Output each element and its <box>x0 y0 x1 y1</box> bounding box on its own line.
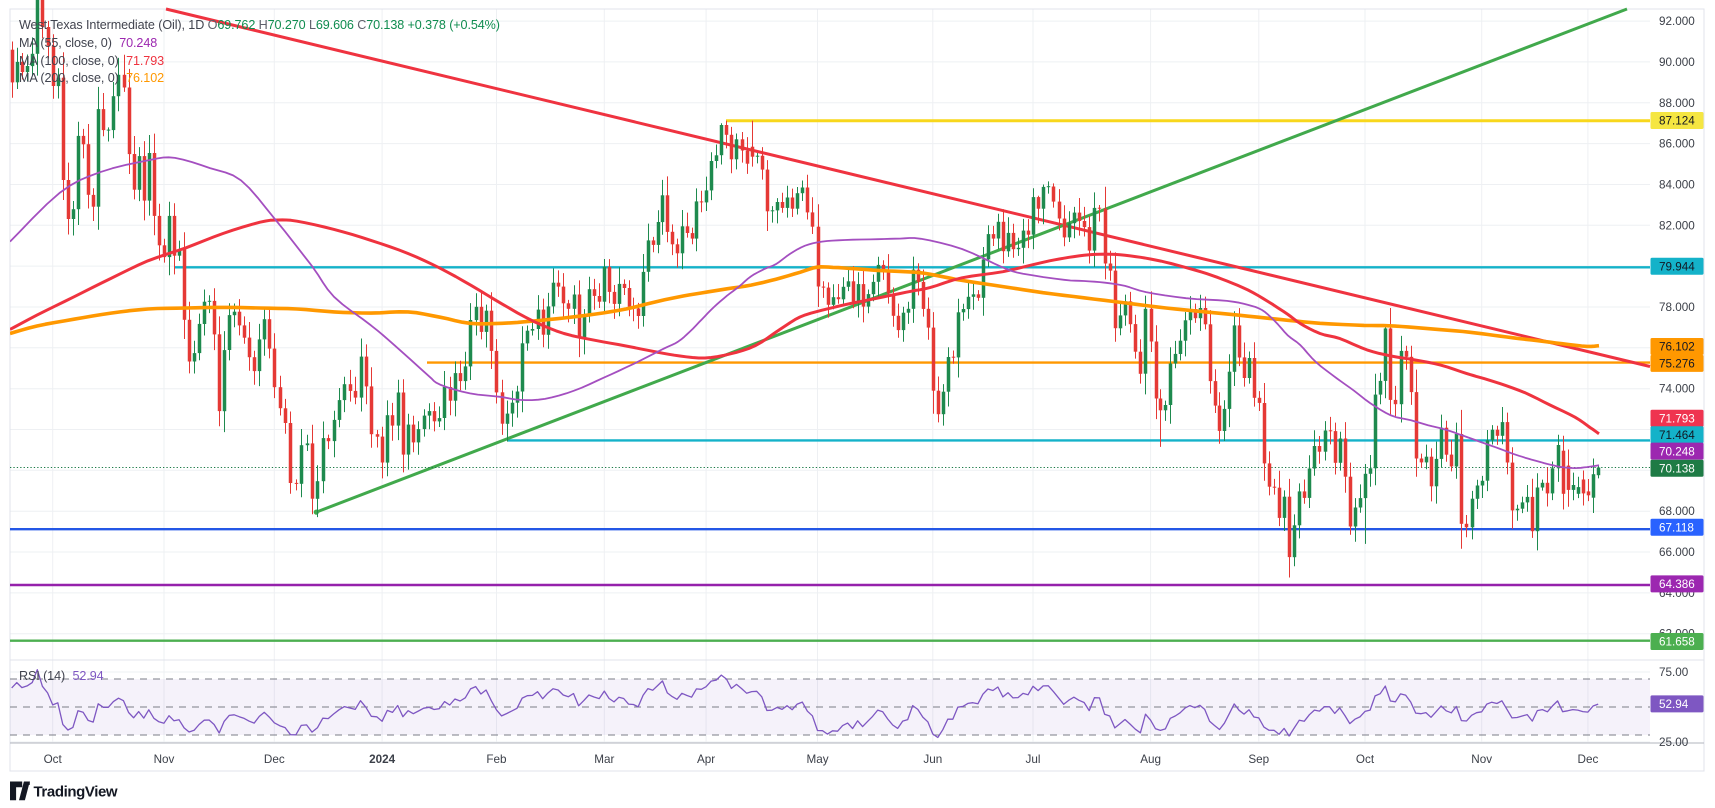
svg-text:Dec: Dec <box>264 753 285 766</box>
svg-text:2024: 2024 <box>369 753 396 766</box>
svg-text:TradingView: TradingView <box>34 784 118 801</box>
svg-text:68.000: 68.000 <box>1659 505 1695 518</box>
svg-text:61.658: 61.658 <box>1659 636 1695 649</box>
svg-text:Nov: Nov <box>1471 753 1492 766</box>
svg-text:66.000: 66.000 <box>1659 546 1695 559</box>
svg-text:70.248: 70.248 <box>1659 445 1695 458</box>
svg-text:MA (200, close, 0) 76.102: MA (200, close, 0) 76.102 <box>19 71 164 85</box>
svg-text:May: May <box>806 753 828 766</box>
svg-text:88.000: 88.000 <box>1659 97 1695 110</box>
svg-text:84.000: 84.000 <box>1659 179 1695 192</box>
svg-text:71.464: 71.464 <box>1659 429 1695 442</box>
svg-text:West Texas Intermediate (Oil),: West Texas Intermediate (Oil), 1D O69.76… <box>19 18 500 32</box>
svg-text:MA (55, close, 0) 70.248: MA (55, close, 0) 70.248 <box>19 36 157 50</box>
svg-text:87.124: 87.124 <box>1659 115 1695 128</box>
svg-text:Mar: Mar <box>594 753 614 766</box>
svg-text:Oct: Oct <box>44 753 63 766</box>
svg-text:Aug: Aug <box>1140 753 1161 766</box>
svg-text:Jul: Jul <box>1026 753 1041 766</box>
svg-text:90.000: 90.000 <box>1659 56 1695 69</box>
svg-text:75.00: 75.00 <box>1659 666 1689 679</box>
svg-text:79.944: 79.944 <box>1659 261 1695 274</box>
svg-text:75.276: 75.276 <box>1659 358 1695 371</box>
svg-text:78.000: 78.000 <box>1659 301 1695 314</box>
svg-text:RSI (14) 52.94: RSI (14) 52.94 <box>19 669 104 683</box>
svg-text:74.000: 74.000 <box>1659 383 1695 396</box>
svg-text:Sep: Sep <box>1248 753 1269 766</box>
svg-text:92.000: 92.000 <box>1659 15 1695 28</box>
svg-text:70.138: 70.138 <box>1659 463 1695 476</box>
svg-text:Apr: Apr <box>697 753 715 766</box>
svg-text:Dec: Dec <box>1578 753 1599 766</box>
svg-text:25.00: 25.00 <box>1659 736 1689 749</box>
svg-text:Feb: Feb <box>486 753 507 766</box>
svg-text:Nov: Nov <box>154 753 175 766</box>
svg-text:86.000: 86.000 <box>1659 138 1695 151</box>
svg-text:Jun: Jun <box>923 753 942 766</box>
svg-text:64.386: 64.386 <box>1659 578 1695 591</box>
svg-text:82.000: 82.000 <box>1659 219 1695 232</box>
svg-text:67.118: 67.118 <box>1659 522 1694 535</box>
svg-text:MA (100, close, 0) 71.793: MA (100, close, 0) 71.793 <box>19 54 164 68</box>
svg-text:76.102: 76.102 <box>1659 341 1695 354</box>
svg-text:Oct: Oct <box>1356 753 1375 766</box>
svg-text:71.793: 71.793 <box>1659 413 1695 426</box>
svg-text:52.94: 52.94 <box>1659 698 1689 711</box>
